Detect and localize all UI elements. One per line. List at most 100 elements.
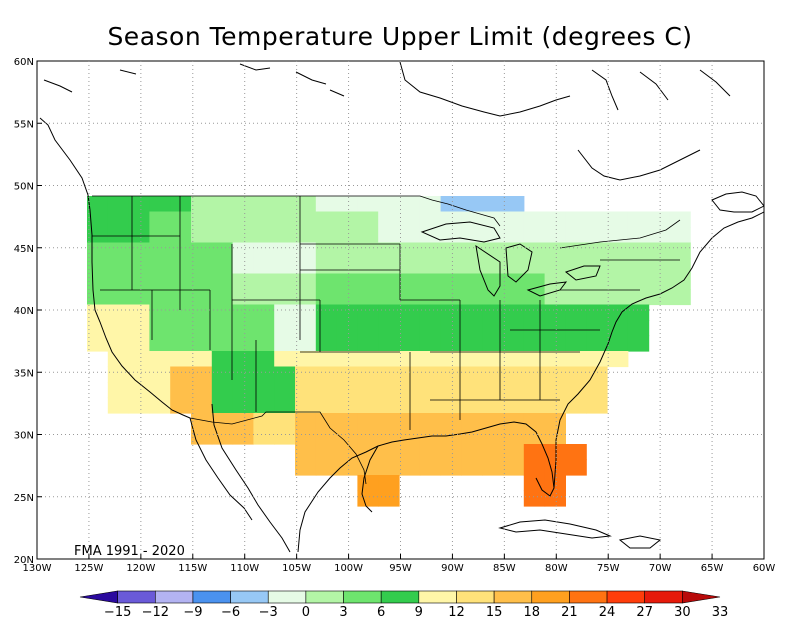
grid-cell <box>503 227 525 244</box>
grid-cell <box>357 196 379 213</box>
grid-cell <box>191 273 213 290</box>
grid-cell <box>253 258 275 275</box>
x-tick-label: 110W <box>230 563 259 574</box>
grid-cell <box>191 382 213 399</box>
grid-cell <box>523 351 546 368</box>
grid-cell <box>191 351 213 368</box>
grid-cell <box>253 211 275 228</box>
grid-cell <box>440 428 462 445</box>
grid-cell <box>357 320 379 337</box>
grid-cell <box>399 227 421 244</box>
grid-cell <box>419 335 442 352</box>
grid-cell <box>357 382 379 399</box>
grid-cell <box>232 242 254 259</box>
grid-cell <box>586 382 608 399</box>
grid-cell <box>211 320 234 337</box>
grid-cell <box>544 273 566 290</box>
grid-cell <box>149 289 171 306</box>
grid-cell <box>107 211 130 228</box>
x-tick-label: 95W <box>389 563 412 574</box>
grid-cell <box>170 289 192 306</box>
grid-cell <box>191 335 213 352</box>
grid-cell <box>336 304 358 321</box>
colorbar-label: −6 <box>221 605 240 618</box>
grid-cell <box>295 242 317 259</box>
colorbar: −15 −12 −9 −6 −3 0 3 6 9 12 15 18 21 24 27 30 33 <box>79 590 729 618</box>
grid-cell <box>315 196 338 213</box>
grid-cell <box>315 459 338 476</box>
grid-cell <box>461 444 483 461</box>
grid-cell <box>253 273 275 290</box>
grid-cell <box>357 211 379 228</box>
grid-cell <box>336 320 358 337</box>
grid-cell <box>399 258 421 275</box>
grid-cell <box>128 289 150 306</box>
colorbar-label: 27 <box>636 605 653 618</box>
grid-cell <box>544 475 566 492</box>
grid-cell <box>544 211 566 228</box>
grid-cell <box>191 413 213 430</box>
grid-cell <box>357 428 379 445</box>
grid-cell <box>440 397 462 414</box>
grid-cell <box>336 258 358 275</box>
colorbar-label: −9 <box>183 605 202 618</box>
grid-cell <box>274 242 296 259</box>
grid-cell <box>461 382 483 399</box>
grid-cell <box>211 196 234 213</box>
grid-cell <box>503 382 525 399</box>
grid-cell <box>232 428 254 445</box>
grid-cell <box>544 227 566 244</box>
x-tick-label: 70W <box>649 563 672 574</box>
grid-cell <box>461 242 483 259</box>
grid-cell <box>503 397 525 414</box>
map-state-borders <box>92 195 681 485</box>
grid-cell <box>503 304 525 321</box>
grid-cell <box>378 227 400 244</box>
grid-cell <box>503 273 525 290</box>
grid-cell <box>586 242 608 259</box>
grid-cell <box>399 211 421 228</box>
grid-cell <box>482 227 504 244</box>
grid-cell <box>170 211 192 228</box>
grid-cell <box>482 273 504 290</box>
grid-cell <box>232 227 254 244</box>
grid-cell <box>586 320 608 337</box>
colorbar-label: 33 <box>712 605 729 618</box>
grid-cell <box>128 351 150 368</box>
grid-cell <box>315 335 338 352</box>
grid-cell <box>440 459 462 476</box>
grid-cell <box>211 413 234 430</box>
grid-cell <box>211 289 234 306</box>
grid-cell <box>461 428 483 445</box>
grid-cell <box>336 351 358 368</box>
grid-cell <box>399 320 421 337</box>
grid-cell <box>544 258 566 275</box>
grid-cell <box>523 304 546 321</box>
grid-cell <box>315 258 338 275</box>
coastline-pacific <box>39 117 191 419</box>
grid-cell <box>128 273 150 290</box>
grid-cell <box>357 304 379 321</box>
grid-cell <box>440 196 462 213</box>
grid-cell <box>357 273 379 290</box>
colorbar-label: 6 <box>377 605 385 618</box>
colorbar-swatch <box>79 590 118 604</box>
grid-cell <box>482 196 504 213</box>
grid-cell <box>295 335 317 352</box>
grid-cell <box>357 397 379 414</box>
grid-cell <box>128 397 150 414</box>
grid-cell <box>211 428 234 445</box>
grid-cell <box>336 413 358 430</box>
grid-cell <box>399 444 421 461</box>
grid-cell <box>378 366 400 383</box>
grid-cell <box>357 459 379 476</box>
grid-cell <box>461 304 483 321</box>
grid-cell <box>232 351 254 368</box>
grid-cell <box>440 289 462 306</box>
grid-cell <box>523 475 546 492</box>
grid-cell <box>627 227 650 244</box>
grid-cell <box>419 444 442 461</box>
grid-cell <box>149 258 171 275</box>
grid-cell <box>544 382 566 399</box>
grid-cell <box>170 258 192 275</box>
